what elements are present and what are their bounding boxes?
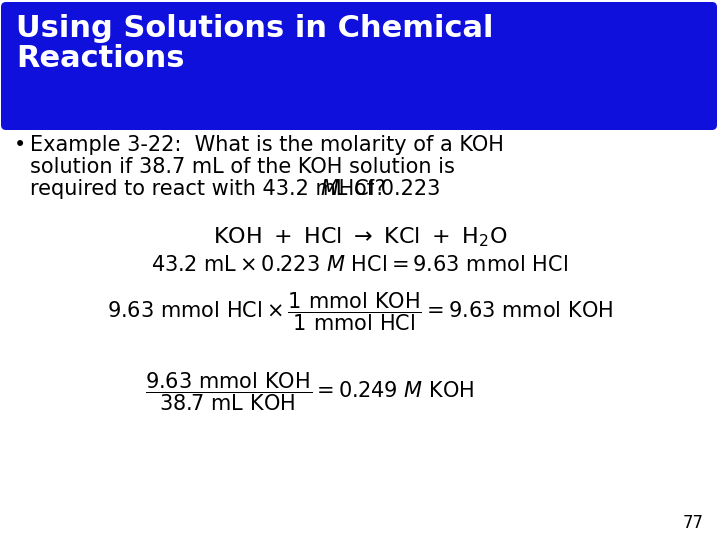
Text: required to react with 43.2 mL of 0.223: required to react with 43.2 mL of 0.223 — [30, 179, 447, 199]
Text: $\mathrm{\dfrac{9.63\ mmol\ KOH}{38.7\ mL\ KOH} = 0.249\ \mathit{M}\ KOH}$: $\mathrm{\dfrac{9.63\ mmol\ KOH}{38.7\ m… — [145, 370, 474, 413]
Text: Reactions: Reactions — [16, 44, 184, 73]
Text: HCl?: HCl? — [332, 179, 386, 199]
Text: Example 3-22:  What is the molarity of a KOH: Example 3-22: What is the molarity of a … — [30, 135, 504, 155]
Text: •: • — [14, 135, 26, 155]
Text: $\mathrm{43.2\ mL \times 0.223\ \mathit{M}\ HCl = 9.63\ mmol\ HCl}$: $\mathrm{43.2\ mL \times 0.223\ \mathit{… — [151, 255, 569, 275]
Text: Using Solutions in Chemical: Using Solutions in Chemical — [16, 14, 493, 43]
FancyBboxPatch shape — [1, 2, 717, 130]
Text: solution if 38.7 mL of the KOH solution is: solution if 38.7 mL of the KOH solution … — [30, 157, 455, 177]
Text: M: M — [320, 179, 338, 199]
Text: $\mathrm{KOH\ +\ HCl\ \rightarrow\ KCl\ +\ H_2O}$: $\mathrm{KOH\ +\ HCl\ \rightarrow\ KCl\ … — [212, 225, 508, 248]
Text: $\mathrm{9.63\ mmol\ HCl \times \dfrac{1\ mmol\ KOH}{1\ mmol\ HCl} = 9.63\ mmol\: $\mathrm{9.63\ mmol\ HCl \times \dfrac{1… — [107, 290, 613, 333]
Text: 77: 77 — [683, 514, 704, 532]
